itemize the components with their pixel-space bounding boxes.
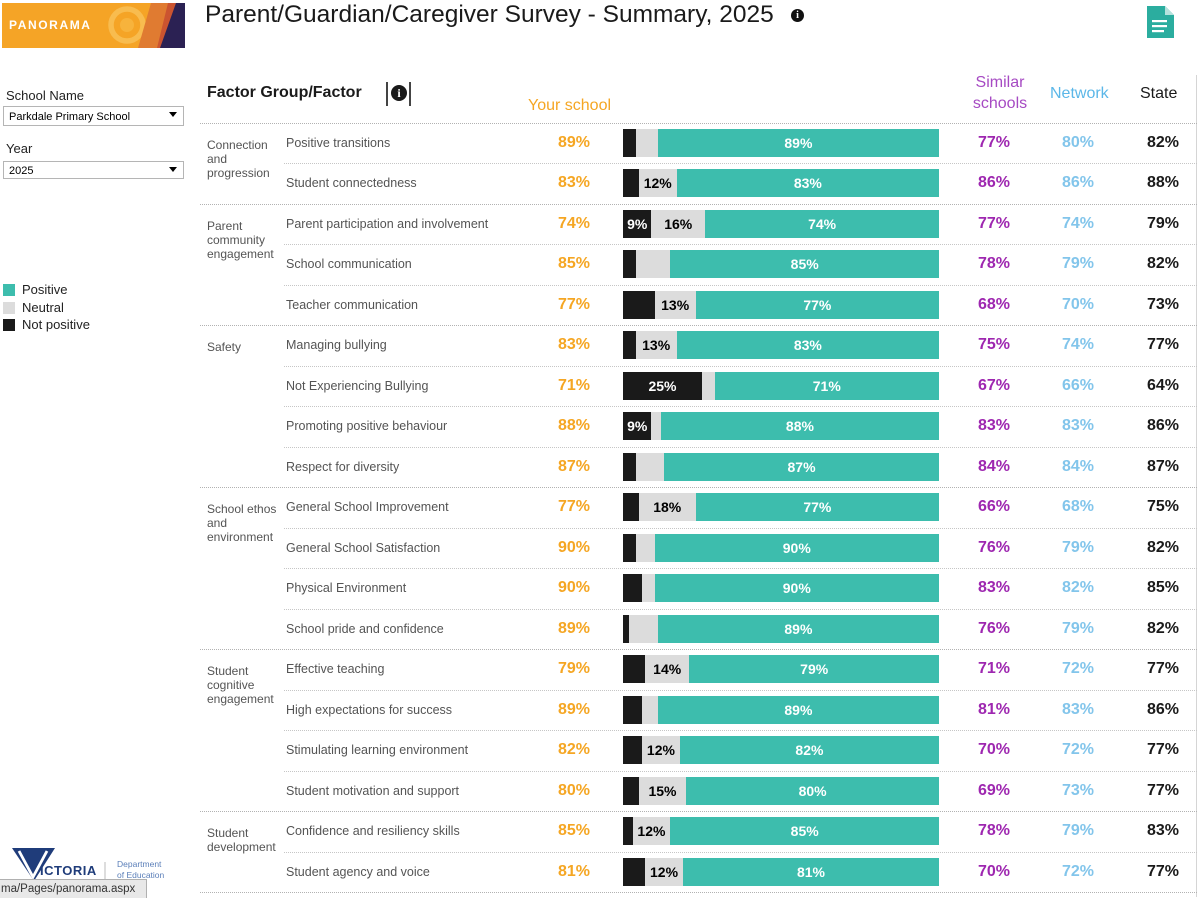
svg-text:PANORAMA: PANORAMA — [9, 18, 92, 32]
svg-text:Department: Department — [117, 859, 162, 869]
svg-text:of Education: of Education — [117, 870, 165, 880]
svg-text:ICTORIA: ICTORIA — [40, 863, 97, 878]
